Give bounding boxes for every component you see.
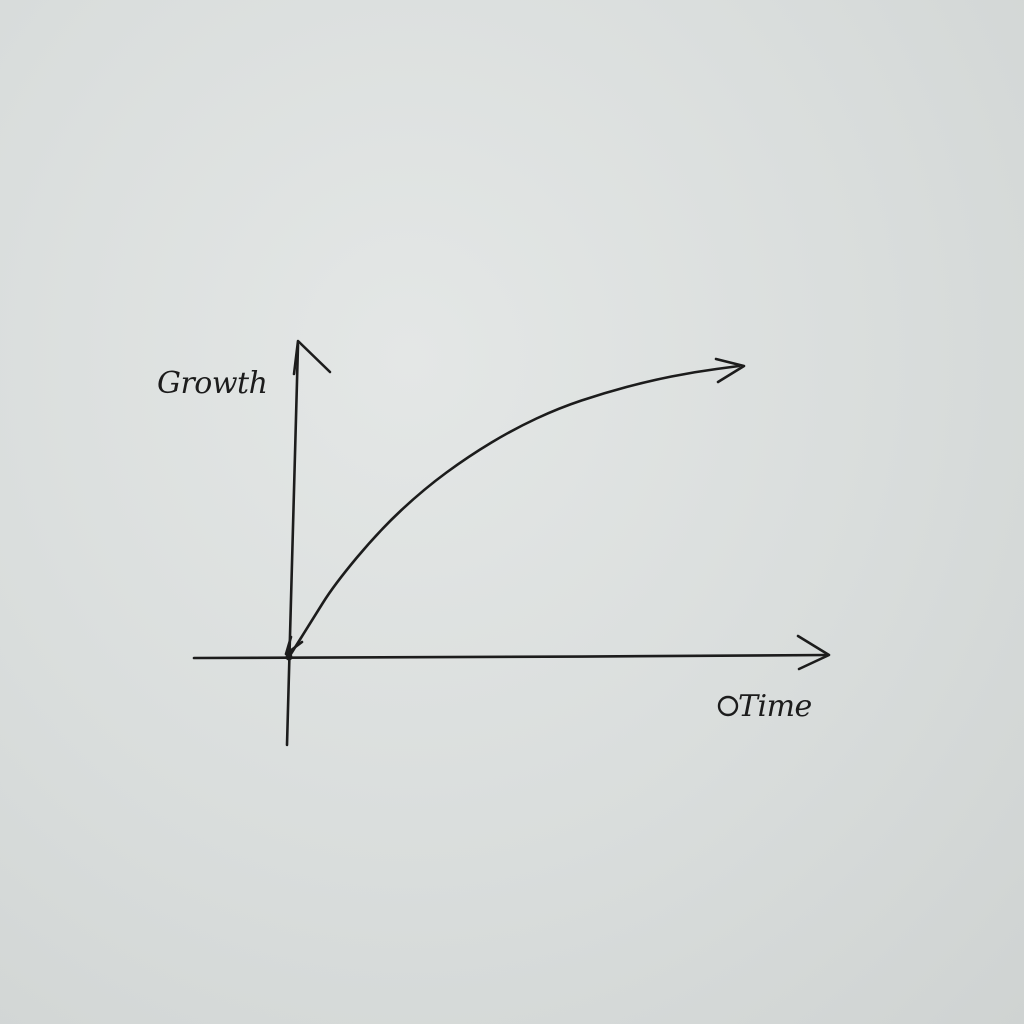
growth-curve-series (287, 364, 741, 659)
y-axis-label: Growth (157, 366, 267, 401)
x-axis-arrowhead (796, 634, 831, 671)
x-axis (192, 653, 829, 660)
y-axis (285, 343, 300, 747)
y-axis-arrowhead (292, 339, 332, 376)
growth-curve-arrowhead (714, 357, 746, 384)
x-label-scribble (717, 695, 739, 717)
origin-point (285, 653, 293, 661)
origin-arrowhead (284, 635, 304, 656)
x-axis-label: Time (738, 689, 812, 724)
